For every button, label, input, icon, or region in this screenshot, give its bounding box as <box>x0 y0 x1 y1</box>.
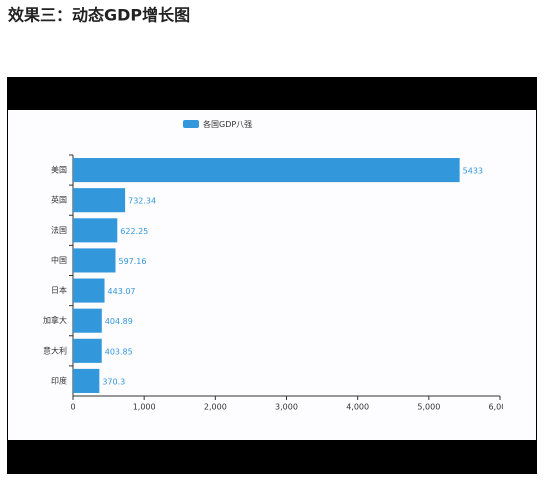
y-tick-label: 法国 <box>51 225 67 235</box>
y-tick-label: 美国 <box>51 165 67 175</box>
x-tick-label: 6,000 <box>489 403 512 412</box>
bar <box>73 248 116 273</box>
bar <box>73 188 126 213</box>
value-label: 622.25 <box>120 227 148 236</box>
chart: 各国GDP八强 0 1,000 2,000 3,000 4,000 5,000 6,000 美国… <box>43 119 512 412</box>
y-tick-label: 中国 <box>51 255 67 265</box>
y-tick-label: 英国 <box>51 195 67 205</box>
legend-swatch <box>183 120 199 128</box>
bar <box>73 308 102 333</box>
bar <box>73 218 118 243</box>
bar <box>73 338 102 363</box>
y-tick-label: 日本 <box>51 285 67 295</box>
x-tick-label: 5,000 <box>417 403 440 412</box>
value-label: 370.3 <box>102 377 125 386</box>
bar <box>73 158 460 183</box>
value-label: 403.85 <box>105 347 133 356</box>
x-tick-label: 3,000 <box>275 403 298 412</box>
x-tick-label: 4,000 <box>346 403 369 412</box>
y-tick-label: 意大利 <box>43 345 67 355</box>
x-tick-label: 1,000 <box>133 403 156 412</box>
value-label: 732.34 <box>128 197 156 206</box>
value-label: 404.89 <box>105 317 133 326</box>
bar <box>73 278 105 303</box>
y-tick-label: 加拿大 <box>43 315 67 325</box>
x-tick-label: 2,000 <box>204 403 227 412</box>
heading: 效果三：动态GDP增长图 <box>8 6 190 25</box>
value-label: 597.16 <box>118 257 146 266</box>
y-tick-label: 印度 <box>51 375 67 385</box>
legend-label: 各国GDP八强 <box>203 119 252 129</box>
value-label: 443.07 <box>108 287 136 296</box>
value-label: 5433 <box>463 167 483 176</box>
bar <box>73 368 100 393</box>
x-tick-label: 0 <box>70 403 75 412</box>
